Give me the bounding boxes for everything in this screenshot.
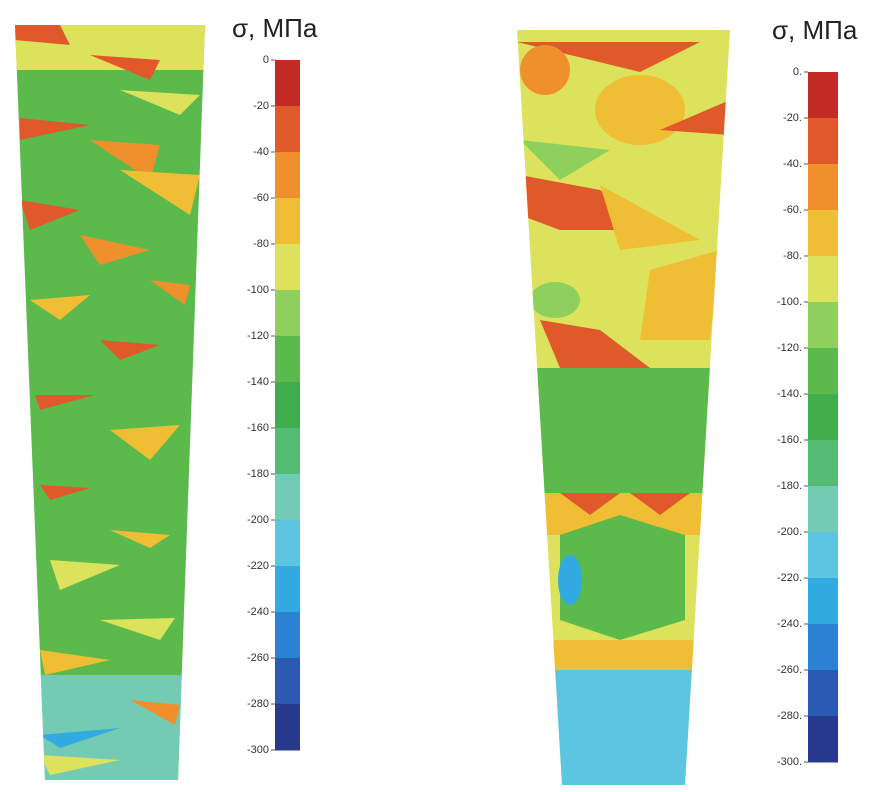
- colorbar-band: [808, 716, 838, 763]
- colorbar-band: [275, 428, 300, 475]
- colorbar-label: -100.: [777, 296, 802, 308]
- colorbar-band: [808, 670, 838, 717]
- colorbar-label: -240.: [777, 618, 802, 630]
- colorbar-band: [808, 440, 838, 487]
- colorbar-band: [808, 210, 838, 257]
- colorbar-band: [808, 256, 838, 303]
- stress-field-right: [500, 25, 740, 787]
- colorbar-label: -220.: [777, 572, 802, 584]
- colorbar-band: [275, 520, 300, 567]
- panel-title: σ, МПа: [232, 13, 318, 43]
- colorbar-band: [275, 658, 300, 705]
- colorbar-label: -280: [247, 698, 269, 710]
- colorbar-label: -160: [247, 422, 269, 434]
- colorbar-label: -140.: [777, 388, 802, 400]
- colorbar-label: -40: [253, 146, 269, 158]
- figure: 0 -20 -40 -60 -80 -100 -120 -140 -160 -180 -200 -22…: [0, 0, 884, 787]
- colorbar-label: -280.: [777, 710, 802, 722]
- colorbar-band: [275, 60, 300, 107]
- colorbar-label: -200: [247, 514, 269, 526]
- colorbar-band: [275, 704, 300, 751]
- panel-title: σ, МПа: [772, 15, 858, 45]
- colorbar-band: [275, 106, 300, 153]
- colorbar-label: -200.: [777, 526, 802, 538]
- colorbar-label: -140: [247, 376, 269, 388]
- colorbar-band: [275, 152, 300, 199]
- colorbar-label: 0: [263, 54, 269, 66]
- colorbar-band: [275, 336, 300, 383]
- colorbar-band: [275, 474, 300, 521]
- colorbar-band: [275, 612, 300, 659]
- colorbar-band: [808, 348, 838, 395]
- colorbar-label: -240: [247, 606, 269, 618]
- colorbar-label: -60.: [783, 204, 802, 216]
- colorbar-label: -100: [247, 284, 269, 296]
- colorbar-band: [275, 290, 300, 337]
- colorbar-label: -40.: [783, 158, 802, 170]
- colorbar-band: [808, 578, 838, 625]
- colorbar-band: [808, 164, 838, 211]
- colorbar-label: 0.: [793, 66, 802, 78]
- colorbar-label: -160.: [777, 434, 802, 446]
- colorbar-label: -220: [247, 560, 269, 572]
- colorbar-label: -300: [247, 744, 269, 756]
- colorbar-band: [275, 198, 300, 245]
- colorbar-band: [808, 118, 838, 165]
- colorbar-label: -300.: [777, 756, 802, 768]
- colorbar-label: -120: [247, 330, 269, 342]
- colorbar-label: -180: [247, 468, 269, 480]
- colorbar-label: -260: [247, 652, 269, 664]
- colorbar-band: [275, 566, 300, 613]
- colorbar-band: [808, 72, 838, 119]
- colorbar-label: -20.: [783, 112, 802, 124]
- colorbar-band: [808, 532, 838, 579]
- colorbar: 0 -20 -40 -60 -80 -100 -120 -140 -160 -180 -200 -22…: [247, 54, 300, 756]
- colorbar-label: -260.: [777, 664, 802, 676]
- colorbar: 0. -20. -40. -60. -80. -100. -120. -140. -160. -1…: [777, 66, 838, 768]
- colorbar-band: [808, 394, 838, 441]
- colorbar-label: -80: [253, 238, 269, 250]
- colorbar-band: [275, 244, 300, 291]
- colorbar-label: -60: [253, 192, 269, 204]
- colorbar-band: [808, 624, 838, 671]
- colorbar-band: [275, 382, 300, 429]
- colorbar-band: [808, 486, 838, 533]
- stress-field-left: [0, 20, 220, 787]
- colorbar-label: -80.: [783, 250, 802, 262]
- colorbar-label: -20: [253, 100, 269, 112]
- colorbar-label: -120.: [777, 342, 802, 354]
- colorbar-band: [808, 302, 838, 349]
- colorbar-label: -180.: [777, 480, 802, 492]
